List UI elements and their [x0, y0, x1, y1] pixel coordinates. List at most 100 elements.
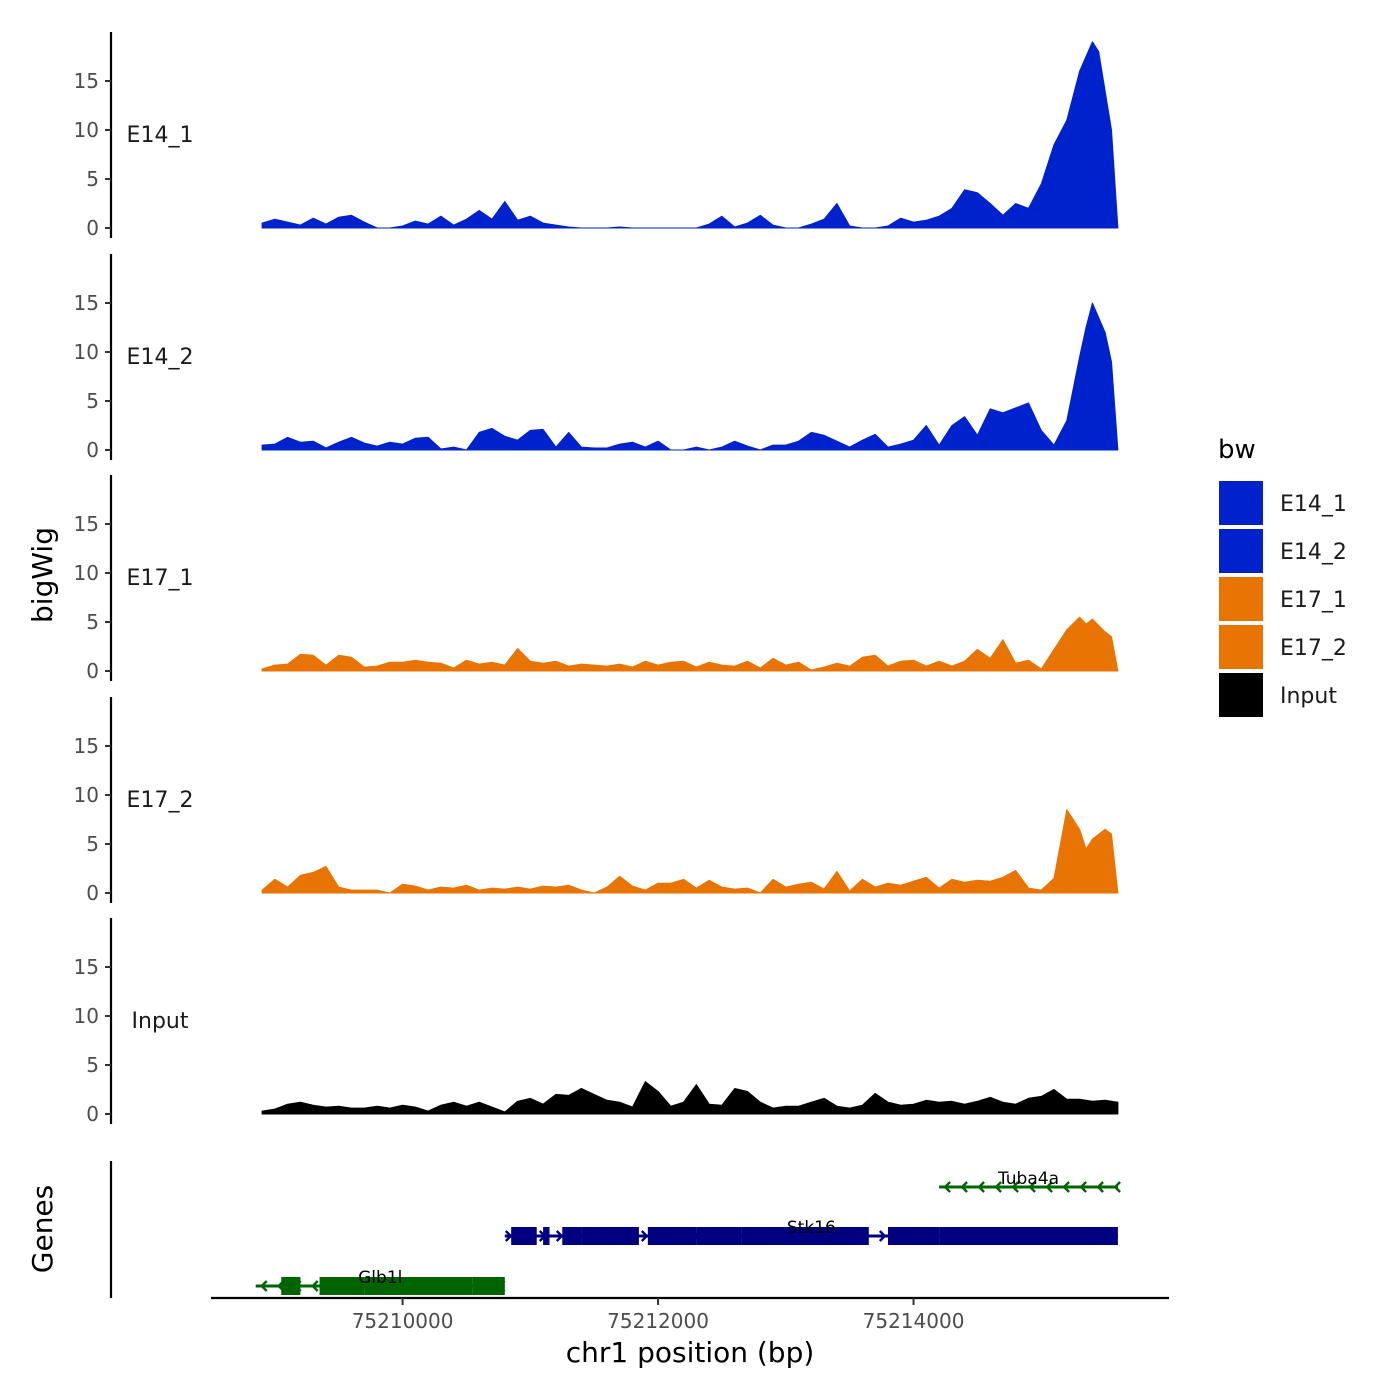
strand-arrow-icon [674, 1230, 683, 1242]
strand-arrow-icon [1062, 1181, 1070, 1193]
strand-arrow-icon [912, 1230, 921, 1242]
strand-arrow-icon [589, 1230, 598, 1242]
track-input: 0 5 10 15 Input [74, 918, 1119, 1126]
y-tick-label: 10 [74, 561, 99, 585]
gene-exon [511, 1227, 537, 1245]
strand-arrow-icon [606, 1230, 615, 1242]
strand-arrow-icon [878, 1230, 887, 1242]
legend-entry: Input [1219, 673, 1337, 717]
x-tick-label: 75214000 [863, 1309, 965, 1333]
strand-arrow-icon [1031, 1230, 1040, 1242]
y-tick-label: 10 [74, 1004, 99, 1028]
coverage-area-e17_1 [261, 616, 1119, 672]
coverage-area-e14_1 [261, 41, 1119, 229]
legend-label: E14_1 [1280, 492, 1347, 517]
coverage-tracks: 0 5 10 15 E14_1 0 5 10 15 E14_2 0 5 10 15 E17_1 0 5 10 15 E… [74, 32, 1119, 1126]
y-tick-label: 5 [86, 832, 99, 856]
y-tick-label: 15 [74, 291, 99, 315]
y-tick-label: 15 [74, 734, 99, 758]
strand-arrow-icon [572, 1230, 581, 1242]
gene-tuba4a: Tuba4a [939, 1169, 1121, 1193]
strand-arrow-icon [929, 1230, 938, 1242]
track-label: E14_2 [127, 345, 194, 370]
strand-arrow-icon [504, 1230, 513, 1242]
legend-swatch [1219, 673, 1263, 717]
gene-exon [562, 1227, 582, 1245]
track-e14_1: 0 5 10 15 E14_1 [74, 32, 1119, 240]
y-tick-label: 5 [86, 389, 99, 413]
track-label: E17_1 [127, 566, 194, 591]
legend-swatch [1219, 625, 1263, 669]
strand-arrow-icon [1045, 1181, 1053, 1193]
gene-exon [472, 1277, 505, 1295]
strand-arrow-icon [260, 1280, 268, 1292]
strand-arrow-icon [362, 1280, 370, 1292]
track-label: E17_2 [127, 788, 194, 813]
y-axis-title: bigWig [26, 527, 59, 623]
legend-entry: E14_2 [1219, 529, 1347, 573]
strand-arrow-icon [555, 1230, 564, 1242]
coverage-area-e17_2 [261, 809, 1119, 894]
strand-arrow-icon [498, 1280, 506, 1292]
strand-arrow-icon [521, 1230, 530, 1242]
strand-arrow-icon [1082, 1230, 1091, 1242]
strand-arrow-icon [345, 1280, 353, 1292]
strand-arrow-icon [1028, 1181, 1036, 1193]
gene-glb1l: Glb1l [255, 1268, 506, 1295]
strand-arrow-icon [1079, 1181, 1087, 1193]
strand-arrow-icon [447, 1280, 455, 1292]
gene-exon [364, 1277, 473, 1295]
legend-entry: E17_2 [1219, 625, 1347, 669]
y-tick-label: 5 [86, 1053, 99, 1077]
strand-arrow-icon [640, 1230, 649, 1242]
strand-arrow-icon [1099, 1230, 1108, 1242]
x-axis-title: chr1 position (bp) [566, 1336, 815, 1369]
strand-arrow-icon [827, 1230, 836, 1242]
strand-arrow-icon [861, 1230, 870, 1242]
strand-arrow-icon [1113, 1181, 1121, 1193]
strand-arrow-icon [277, 1280, 285, 1292]
strand-arrow-icon [960, 1181, 968, 1193]
strand-arrow-icon [1011, 1181, 1019, 1193]
track-e14_2: 0 5 10 15 E14_2 [74, 254, 1119, 462]
track-e17_2: 0 5 10 15 E17_2 [74, 697, 1119, 905]
legend-swatch [1219, 529, 1263, 573]
strand-arrow-icon [1096, 1181, 1104, 1193]
gene-exon [741, 1227, 869, 1245]
genes-track-title: Genes [26, 1185, 59, 1273]
legend-entry: E17_1 [1219, 577, 1347, 621]
coverage-area-input [261, 1081, 1119, 1115]
strand-arrow-icon [793, 1230, 802, 1242]
gene-exon [319, 1277, 365, 1295]
y-tick-label: 5 [86, 167, 99, 191]
coverage-area-e14_2 [261, 302, 1119, 451]
gene-label: Tuba4a [997, 1169, 1059, 1189]
gene-track: Tuba4a Stk16 Glb1l [109, 1161, 1121, 1298]
legend-label: E17_2 [1280, 636, 1347, 661]
strand-arrow-icon [725, 1230, 734, 1242]
strand-arrow-icon [481, 1280, 489, 1292]
strand-arrow-icon [776, 1230, 785, 1242]
legend-label: Input [1280, 684, 1337, 709]
strand-arrow-icon [1048, 1230, 1057, 1242]
strand-arrow-icon [997, 1230, 1006, 1242]
strand-arrow-icon [294, 1280, 302, 1292]
gene-exon [696, 1227, 742, 1245]
gene-exon [281, 1277, 301, 1295]
strand-arrow-icon [943, 1181, 951, 1193]
strand-arrow-icon [328, 1280, 336, 1292]
y-tick-label: 0 [86, 1102, 99, 1126]
x-tick-label: 75210000 [352, 1309, 454, 1333]
y-tick-label: 15 [74, 69, 99, 93]
strand-arrow-icon [413, 1280, 421, 1292]
gene-label: Glb1l [358, 1268, 402, 1288]
strand-arrow-icon [759, 1230, 768, 1242]
track-label: Input [132, 1009, 189, 1034]
strand-arrow-icon [623, 1230, 632, 1242]
strand-arrow-icon [946, 1230, 955, 1242]
strand-arrow-icon [1065, 1230, 1074, 1242]
y-tick-label: 10 [74, 783, 99, 807]
y-tick-label: 0 [86, 659, 99, 683]
strand-arrow-icon [810, 1230, 819, 1242]
strand-arrow-icon [708, 1230, 717, 1242]
